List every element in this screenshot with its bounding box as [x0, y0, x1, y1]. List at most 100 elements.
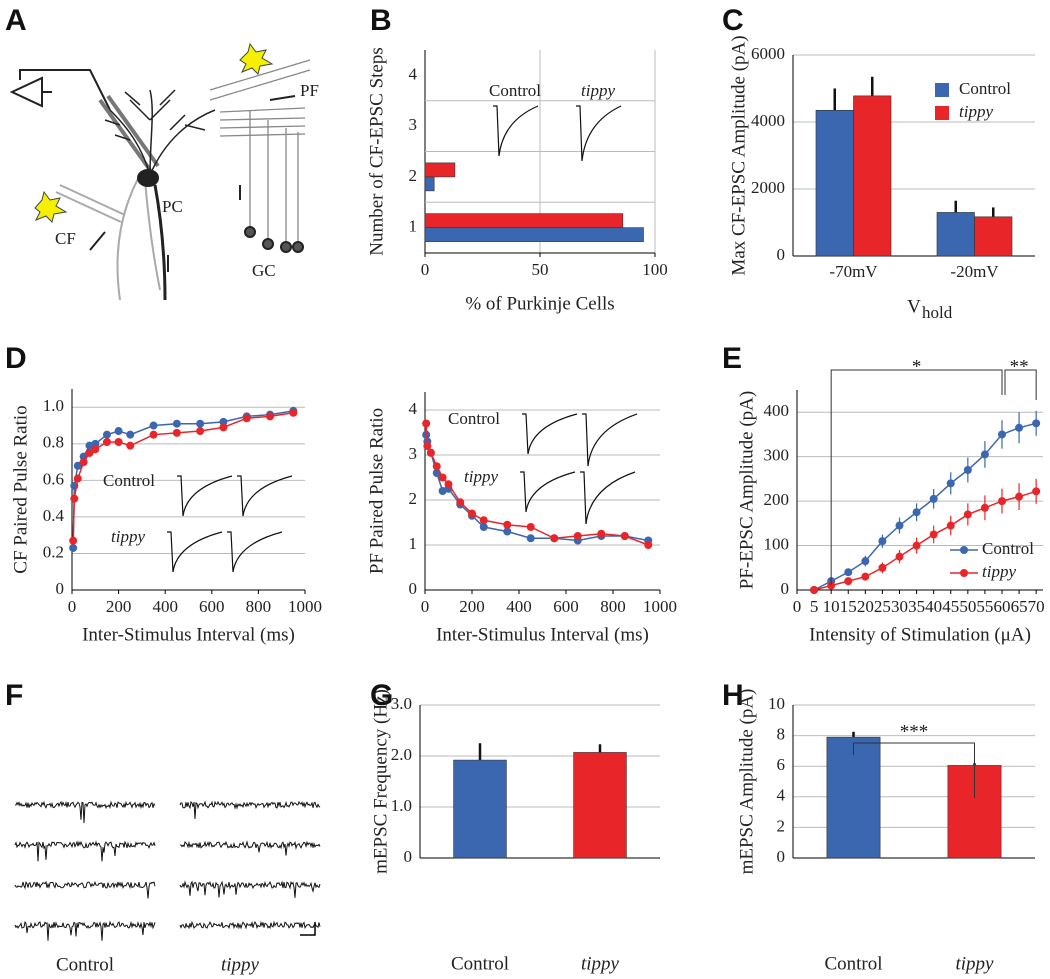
- x-tick-label: 35: [908, 597, 925, 616]
- marker: [102, 430, 111, 439]
- x-tick-label: 600: [553, 597, 579, 616]
- x-tick-label: 65: [1011, 597, 1028, 616]
- x-tick-label: -20mV: [950, 262, 999, 281]
- marker: [114, 437, 123, 446]
- y-tick-label: 0.8: [43, 433, 64, 452]
- legend-label: tippy: [959, 102, 993, 121]
- inset-trace: [582, 413, 638, 467]
- electrode: [98, 94, 160, 172]
- soma: [137, 169, 159, 187]
- bar: [826, 736, 881, 859]
- x-axis-title: Intensity of Stimulation (μA): [809, 624, 1031, 645]
- panel-a-diagram: [9, 42, 311, 301]
- marker: [963, 510, 972, 519]
- annotation: *: [912, 356, 922, 377]
- legend-label: tippy: [982, 562, 1016, 581]
- y-tick-label: 0.2: [43, 542, 64, 561]
- marker: [844, 568, 853, 577]
- trace: [14, 800, 156, 824]
- x-tick-label: 0: [421, 260, 430, 279]
- inset-trace: [522, 413, 578, 455]
- bracket: [830, 369, 1037, 585]
- panel-label: D: [5, 342, 27, 375]
- marker: [1032, 419, 1041, 428]
- marker: [444, 480, 453, 489]
- x-tick-label: 5: [810, 597, 819, 616]
- inset-trace: [227, 531, 283, 573]
- marker: [242, 414, 251, 423]
- diagram-label: PF: [300, 81, 319, 100]
- stimulus: [34, 190, 68, 223]
- parallel-fibers: [209, 59, 311, 137]
- inset-label: Control: [448, 409, 500, 428]
- series-line: [72, 412, 294, 541]
- gc: [262, 238, 274, 250]
- y-tick-label: 2: [409, 489, 418, 508]
- y-tick-label: 8: [777, 725, 786, 744]
- marker: [912, 508, 921, 517]
- bar: [974, 216, 1013, 257]
- y-tick-label: 6000: [751, 44, 785, 63]
- marker: [456, 498, 465, 507]
- marker: [620, 532, 629, 540]
- y-axis-title: PF Paired Pulse Ratio: [366, 408, 387, 574]
- y-tick-label: 0: [56, 579, 65, 598]
- marker: [998, 497, 1006, 506]
- marker: [550, 534, 559, 543]
- axon: [116, 174, 161, 301]
- x-axis-title: % of Purkinje Cells: [465, 293, 614, 314]
- y-tick-label: 4: [777, 786, 786, 805]
- inset-label: tippy: [581, 81, 615, 100]
- bar: [573, 752, 627, 859]
- x-tick-label: Control: [451, 953, 509, 974]
- inset-label: Control: [103, 471, 155, 490]
- panel-label: G: [370, 679, 393, 712]
- marker: [79, 458, 88, 467]
- marker: [196, 427, 205, 436]
- y-tick-label: 4: [409, 64, 418, 83]
- y-axis-title: mEPSC Frequency (Hz): [370, 689, 391, 874]
- y-tick-label: 3.0: [391, 694, 412, 713]
- x-tick-label: 800: [246, 597, 272, 616]
- x-tick-label: 100: [642, 260, 668, 279]
- x-tick-label: 0: [421, 597, 430, 616]
- x-tick-label: 800: [600, 597, 626, 616]
- marker: [126, 430, 135, 439]
- marker: [432, 462, 441, 471]
- x-tick-label: 40: [925, 597, 942, 616]
- marker: [503, 527, 512, 536]
- x-tick-label: 30: [891, 597, 908, 616]
- bar: [815, 109, 854, 257]
- x-tick-label: 15: [840, 597, 857, 616]
- y-axis-title: CF Paired Pulse Ratio: [10, 405, 31, 573]
- x-tick-label: 0: [68, 597, 77, 616]
- pc-axon: [153, 184, 167, 301]
- marker: [827, 581, 836, 590]
- y-tick-label: 2.0: [391, 745, 412, 764]
- x-tick-label: 50: [959, 597, 976, 616]
- y-tick-label: 0: [777, 245, 786, 264]
- arrow: [89, 95, 296, 251]
- trace: [179, 920, 321, 930]
- x-axis-title: Inter-Stimulus Interval (ms): [82, 624, 295, 645]
- marker: [929, 494, 938, 503]
- y-axis-title: Max CF-EPSC Amplitude (pA): [728, 35, 749, 275]
- marker: [963, 466, 972, 474]
- y-tick-label: 0: [404, 847, 413, 866]
- y-axis-title: Number of CF-EPSC Steps: [366, 47, 387, 256]
- y-tick-label: 1.0: [43, 396, 64, 415]
- marker: [644, 541, 653, 549]
- scale-bar: [300, 922, 316, 936]
- legend-swatch: [935, 106, 949, 120]
- trace: [14, 880, 156, 899]
- legend-swatch: [935, 83, 949, 97]
- trace: [14, 920, 156, 941]
- amplifier: [9, 69, 111, 111]
- x-tick-label: tippy: [956, 953, 995, 974]
- y-tick-label: 0: [777, 847, 786, 866]
- bracket: [853, 742, 975, 798]
- x-tick-label: 600: [199, 597, 225, 616]
- y-tick-label: 0: [781, 579, 790, 598]
- y-tick-label: 1: [409, 217, 418, 236]
- x-tick-label: 20: [857, 597, 874, 616]
